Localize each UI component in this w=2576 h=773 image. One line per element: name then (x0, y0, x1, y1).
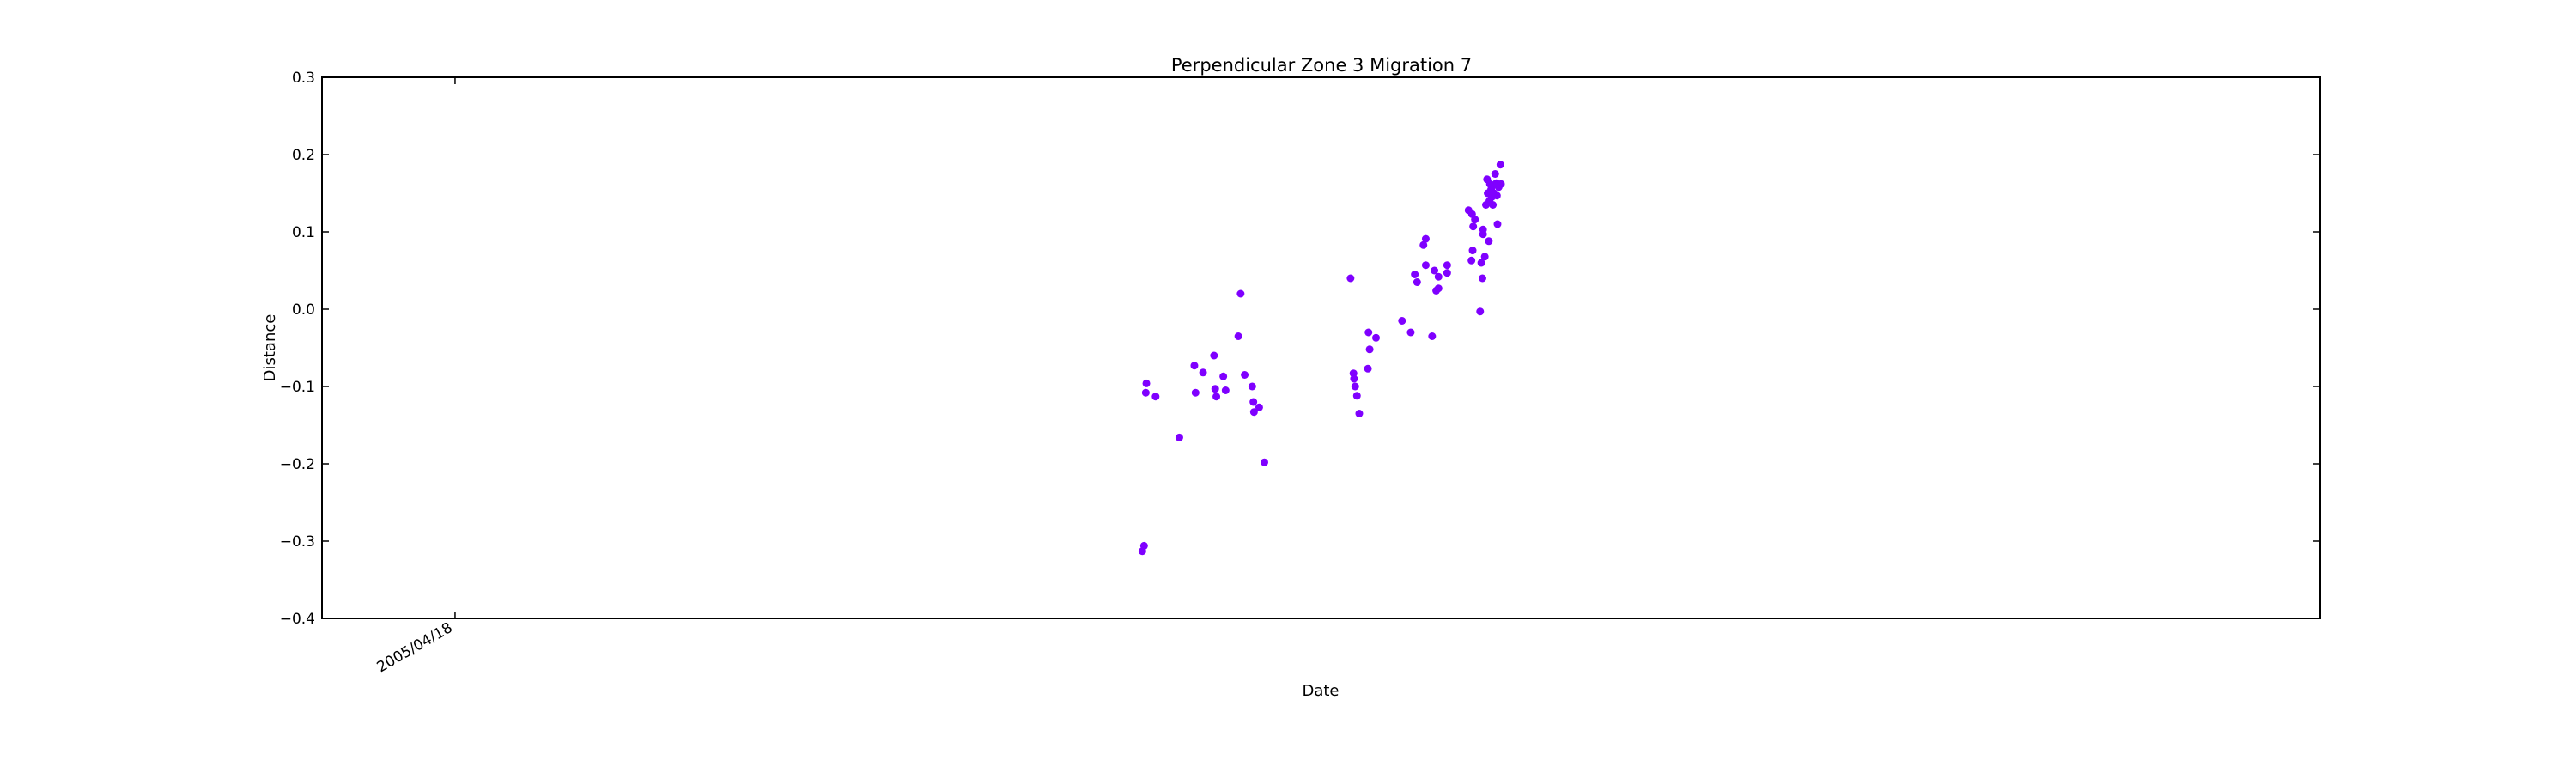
data-point (1413, 278, 1421, 286)
data-point (1479, 230, 1487, 239)
data-point (1352, 392, 1361, 400)
data-point (1175, 433, 1183, 441)
data-point (1249, 408, 1258, 417)
data-series (1138, 161, 1505, 556)
y-tick-label: 0.3 (292, 70, 315, 87)
data-point (1443, 269, 1451, 277)
data-point (1221, 386, 1230, 394)
plot-area-frame (321, 76, 2321, 619)
data-point (1190, 362, 1199, 370)
data-point (1477, 259, 1485, 267)
data-point (1428, 332, 1437, 340)
data-point (1260, 458, 1268, 466)
data-point (1151, 393, 1160, 401)
data-point (1497, 180, 1505, 188)
data-point (1142, 379, 1151, 387)
data-point (1434, 284, 1443, 293)
x-axis-label: Date (1302, 682, 1339, 700)
chart-title: Perpendicular Zone 3 Migration 7 (1171, 55, 1472, 76)
data-point (1468, 247, 1477, 255)
data-point (1493, 220, 1502, 228)
data-point (1365, 345, 1374, 354)
data-point (1398, 317, 1406, 325)
data-point (1141, 388, 1150, 397)
data-point (1199, 368, 1207, 377)
data-point (1421, 261, 1430, 270)
data-point (1434, 272, 1443, 281)
data-point (1431, 266, 1439, 275)
y-tick-label: −0.3 (280, 533, 315, 551)
data-point (1364, 364, 1372, 373)
data-point (1219, 372, 1228, 380)
y-tick-label: −0.1 (280, 379, 315, 396)
data-point (1255, 403, 1263, 411)
data-point (1406, 328, 1415, 337)
data-point (1443, 261, 1451, 270)
data-point (1485, 237, 1493, 246)
data-point (1351, 382, 1359, 391)
data-point (1478, 274, 1486, 283)
y-tick-label: 0.1 (292, 224, 315, 241)
data-point (1355, 410, 1364, 417)
data-point (1411, 271, 1419, 278)
data-point (1491, 170, 1499, 178)
data-point (1480, 253, 1489, 261)
data-point (1210, 351, 1218, 360)
data-point (1248, 382, 1256, 391)
data-point (1492, 192, 1501, 200)
data-point (1212, 393, 1221, 401)
y-tick-label: 0.2 (292, 147, 315, 164)
data-point (1191, 388, 1200, 397)
data-point (1496, 161, 1504, 169)
y-axis-label: Distance (261, 314, 279, 382)
data-point (1471, 216, 1479, 224)
data-point (1350, 374, 1358, 383)
y-tick-label: −0.2 (280, 456, 315, 473)
data-point (1236, 289, 1245, 298)
data-point (1421, 234, 1430, 243)
data-point (1346, 274, 1355, 283)
y-tick-label: −0.4 (280, 611, 315, 628)
data-point (1469, 222, 1478, 231)
data-point (1241, 371, 1249, 379)
data-point (1234, 332, 1242, 340)
data-point (1139, 541, 1148, 550)
data-point (1364, 328, 1373, 337)
data-point (1476, 307, 1485, 316)
data-point (1249, 398, 1258, 406)
data-point (1211, 385, 1219, 393)
data-point (1372, 333, 1381, 342)
data-point (1489, 201, 1498, 209)
y-tick-label: 0.0 (292, 301, 315, 319)
y-axis: −0.4 −0.3 −0.2 −0.1 0.0 0.1 0.2 0.3 (280, 70, 2320, 628)
data-point (1419, 240, 1428, 249)
data-point (1467, 256, 1476, 265)
